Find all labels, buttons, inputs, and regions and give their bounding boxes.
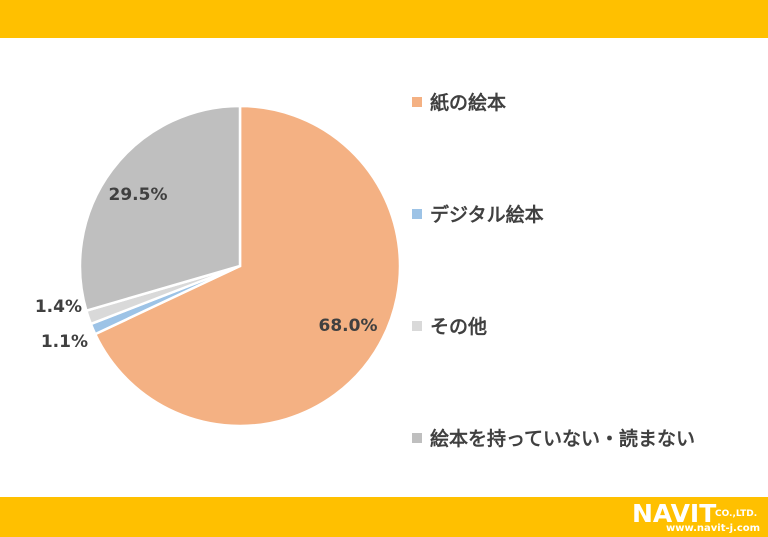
logo-company-suffix: CO.,LTD. [715,509,758,519]
legend-swatch [412,432,422,443]
navit-logo: NAVIT CO.,LTD. www.navit-j.com [632,499,762,535]
legend-label: 絵本を持っていない・読まない [430,428,696,450]
legend-item-paper-picture-book: 紙の絵本 [412,88,506,115]
bottom-band [0,497,768,537]
data-label-0: 68.0% [319,316,378,336]
top-band [0,0,768,38]
pie-slice-0 [93,104,402,428]
legend-item-other: その他 [412,312,487,339]
pie-slice-3 [78,104,242,313]
data-label-2: 1.4% [35,297,82,317]
legend-swatch [412,320,422,331]
data-label-1: 1.1% [41,332,88,352]
logo-url: www.navit-j.com [666,523,761,534]
legend-swatch [412,208,422,219]
logo-wordmark: NAVIT [632,499,717,528]
legend-label: デジタル絵本 [430,204,544,226]
legend-label: 紙の絵本 [430,92,507,114]
legend-item-digital-picture-book: デジタル絵本 [412,200,544,227]
data-label-3: 29.5% [109,185,168,205]
pie-chart: 68.0% 1.1% 1.4% 29.5% [35,104,402,428]
legend-label: その他 [430,316,488,338]
legend-swatch [412,96,422,107]
legend-item-no-picture-book: 絵本を持っていない・読まない [412,424,695,451]
